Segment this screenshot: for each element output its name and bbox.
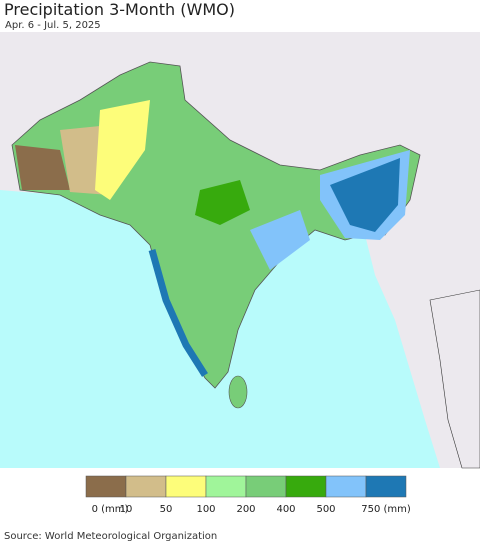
legend-swatch bbox=[125, 475, 167, 498]
legend-label: 400 bbox=[276, 504, 295, 515]
west-coast-wet-strip bbox=[148, 249, 208, 377]
sri-lanka bbox=[228, 375, 248, 409]
legend-label: 50 bbox=[160, 504, 173, 515]
legend-label: 200 bbox=[236, 504, 255, 515]
legend-label: 10 bbox=[120, 504, 133, 515]
legend-swatch bbox=[85, 475, 127, 498]
ocean bbox=[0, 190, 440, 468]
map-title: Precipitation 3-Month (WMO) bbox=[4, 0, 235, 19]
east-wet-patch bbox=[250, 210, 310, 270]
legend-label: 0 (mm) bbox=[92, 504, 129, 515]
southeast-asia-land bbox=[429, 289, 480, 469]
legend-label: 500 bbox=[316, 504, 335, 515]
legend-label: 100 bbox=[196, 504, 215, 515]
legend-swatch bbox=[365, 475, 407, 498]
source-note: Source: World Meteorological Organizatio… bbox=[4, 531, 218, 542]
very-wet-northeast bbox=[330, 158, 400, 232]
semi-arid-region bbox=[95, 100, 150, 200]
dry-region bbox=[15, 145, 70, 190]
legend-label: 750 (mm) bbox=[361, 504, 411, 515]
map-subtitle: Apr. 6 - Jul. 5, 2025 bbox=[5, 20, 101, 31]
legend-swatch bbox=[205, 475, 247, 498]
legend-swatch bbox=[325, 475, 367, 498]
central-wet-patch bbox=[195, 180, 250, 225]
map: 0 (mm)10 50 100 200 400 500 750 (mm) bbox=[0, 32, 480, 515]
legend-swatch bbox=[245, 475, 287, 498]
legend-swatch bbox=[165, 475, 207, 498]
legend: 0 (mm)10 50 100 200 400 500 750 (mm) bbox=[85, 475, 411, 515]
legend-swatch bbox=[285, 475, 327, 498]
